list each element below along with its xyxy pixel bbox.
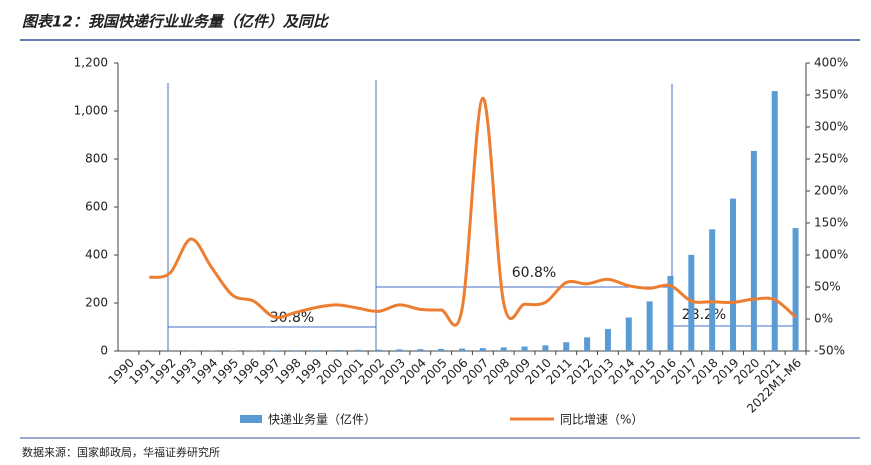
y-tick-label: 1,000 xyxy=(74,104,108,118)
y-tick-label: 1,200 xyxy=(74,56,108,70)
bar xyxy=(563,342,570,351)
y2-tick-label: -50% xyxy=(814,344,845,358)
y-tick-label: 400 xyxy=(85,248,108,262)
guides xyxy=(167,80,796,351)
legend-label: 快递业务量（亿件） xyxy=(268,412,376,427)
bar xyxy=(667,275,674,351)
bar xyxy=(459,348,465,351)
legend-label: 同比增速（%） xyxy=(560,413,643,427)
bar xyxy=(792,228,799,351)
bar xyxy=(271,350,278,351)
bar xyxy=(292,350,299,351)
bar xyxy=(584,337,591,351)
bar xyxy=(333,349,340,351)
bar xyxy=(438,348,445,351)
bar xyxy=(604,328,611,351)
y-tick-label: 0 xyxy=(100,344,108,358)
bar xyxy=(313,350,320,351)
y-tick-label: 800 xyxy=(85,152,108,166)
legend-swatch xyxy=(240,415,262,423)
y2-tick-label: 50% xyxy=(814,280,841,294)
annotation: 30.8% xyxy=(270,310,314,326)
bar xyxy=(250,350,257,351)
y2-tick-label: 300% xyxy=(814,120,848,134)
bar xyxy=(625,317,632,351)
bar xyxy=(417,349,424,351)
y-tick-label: 200 xyxy=(85,296,108,310)
y2-tick-label: 0% xyxy=(814,312,833,326)
bar xyxy=(479,348,486,351)
source: 数据来源：国家邮政局，华福证券研究所 xyxy=(22,445,220,459)
bar xyxy=(521,346,528,351)
bar xyxy=(709,229,716,351)
bar xyxy=(688,254,695,351)
bar xyxy=(730,198,737,351)
y2-tick-label: 350% xyxy=(814,88,848,102)
bar xyxy=(750,150,757,351)
y2-tick-label: 150% xyxy=(814,216,848,230)
y2-tick-label: 400% xyxy=(814,56,848,70)
bar xyxy=(500,347,507,351)
bar xyxy=(646,301,653,351)
chart-title: 图表12：我国快递行业业务量（亿件）及同比 xyxy=(22,13,330,31)
bar xyxy=(354,349,361,351)
bar xyxy=(375,349,382,351)
line xyxy=(148,96,797,327)
y2-tick-label: 250% xyxy=(814,152,848,166)
y2-tick-label: 100% xyxy=(814,248,848,262)
bar xyxy=(396,349,403,351)
y-tick-label: 600 xyxy=(85,200,108,214)
bar xyxy=(771,91,778,351)
annotation: 60.8% xyxy=(512,265,556,281)
y2-tick-label: 200% xyxy=(814,184,848,198)
bar xyxy=(542,345,549,351)
